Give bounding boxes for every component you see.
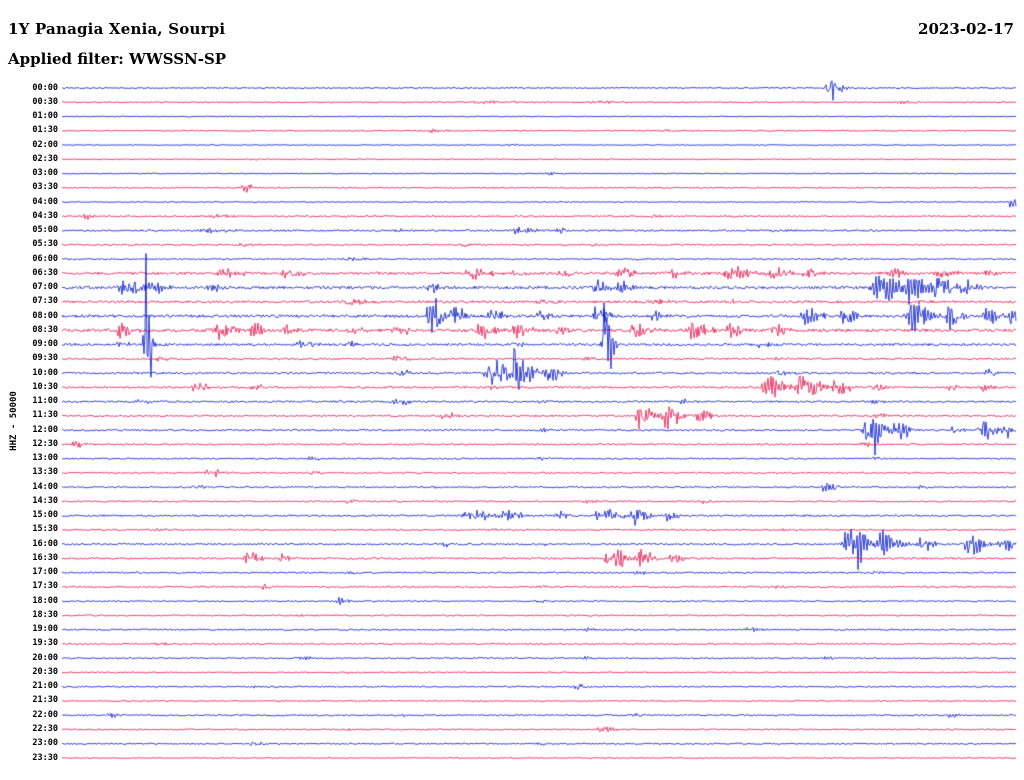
time-label: 15:00 — [32, 510, 58, 521]
time-label: 08:00 — [32, 310, 58, 321]
time-label: 16:30 — [32, 552, 58, 563]
time-label: 22:00 — [32, 709, 58, 720]
time-label: 05:30 — [32, 239, 58, 250]
time-label: 20:30 — [32, 666, 58, 677]
time-label: 06:30 — [32, 267, 58, 278]
time-label: 09:00 — [32, 339, 58, 350]
time-label: 13:00 — [32, 453, 58, 464]
time-label: 16:00 — [32, 538, 58, 549]
time-label: 00:30 — [32, 96, 58, 107]
time-label: 00:00 — [32, 82, 58, 93]
time-label: 12:30 — [32, 438, 58, 449]
time-label: 01:30 — [32, 125, 58, 136]
record-date: 2023-02-17 — [918, 20, 1014, 38]
time-label: 18:00 — [32, 595, 58, 606]
time-label: 02:30 — [32, 153, 58, 164]
applied-filter-label: Applied filter: WWSSN-SP — [8, 50, 227, 68]
time-label: 17:00 — [32, 567, 58, 578]
time-label: 10:30 — [32, 381, 58, 392]
time-label: 20:00 — [32, 652, 58, 663]
time-label: 11:30 — [32, 410, 58, 421]
time-label: 07:00 — [32, 282, 58, 293]
time-label: 22:30 — [32, 723, 58, 734]
time-label: 21:00 — [32, 681, 58, 692]
time-label: 13:30 — [32, 467, 58, 478]
time-label: 14:00 — [32, 481, 58, 492]
time-label: 02:00 — [32, 139, 58, 150]
time-label: 12:00 — [32, 424, 58, 435]
time-label: 19:30 — [32, 638, 58, 649]
time-label: 04:00 — [32, 196, 58, 207]
station-title: 1Y Panagia Xenia, Sourpi — [8, 20, 226, 38]
time-label: 23:30 — [32, 752, 58, 763]
time-label: 07:30 — [32, 296, 58, 307]
time-label: 06:00 — [32, 253, 58, 264]
time-label: 01:00 — [32, 111, 58, 121]
time-label: 11:00 — [32, 396, 58, 407]
time-label: 23:00 — [32, 738, 58, 749]
time-label: 15:30 — [32, 524, 58, 535]
time-label: 19:00 — [32, 624, 58, 635]
time-label: 17:30 — [32, 581, 58, 592]
time-label: 03:00 — [32, 168, 58, 179]
time-label: 03:30 — [32, 182, 58, 193]
time-label: 21:30 — [32, 695, 58, 706]
time-label: 05:00 — [32, 225, 58, 236]
time-axis: 00:00 00:30 01:00 01:30 02:00 02:30 03:00 03:30… — [0, 0, 60, 780]
time-label: 10:00 — [32, 367, 58, 378]
time-label: 18:30 — [32, 609, 58, 620]
time-label: 09:30 — [32, 353, 58, 364]
time-label: 08:30 — [32, 324, 58, 335]
time-label: 14:30 — [32, 495, 58, 506]
time-label: 04:30 — [32, 210, 58, 221]
